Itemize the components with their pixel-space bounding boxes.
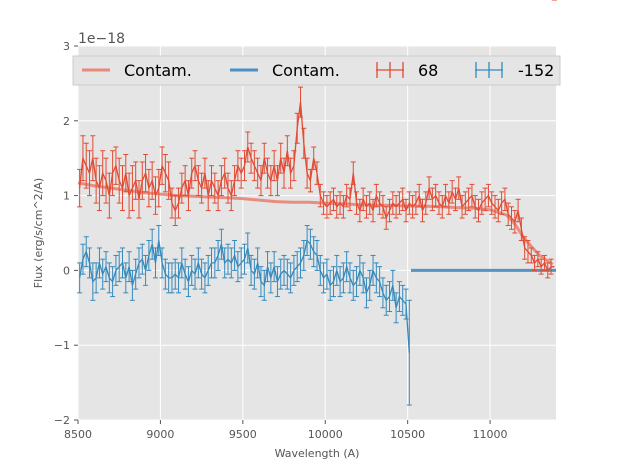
legend-label-contam-2: Contam. [272,61,340,80]
y-tick-label: −1 [54,339,70,352]
y-tick-label: 0 [63,264,70,277]
y-axis-label: Flux (erg/s/cm^2/A) [32,178,45,288]
legend-swatch-68 [376,62,404,78]
x-tick-label: 9000 [146,428,174,441]
legend: Contam. Contam. 68 -152 [72,55,561,86]
legend-label-68: 68 [418,61,438,80]
series-layer [77,0,557,406]
x-tick-label: 9500 [229,428,257,441]
legend-label-contam-1: Contam. [124,61,192,80]
x-tick-label: 11000 [473,428,508,441]
y-tick-label: 3 [63,40,70,53]
axes: 8500 9000 9500 10000 10500 11000 −2 −1 0 1 2 3 [54,40,508,441]
legend-swatch-minus-152 [475,62,503,78]
x-tick-label: 10500 [390,428,425,441]
x-axis-label: Wavelength (A) [275,447,360,460]
y-tick-label: −2 [54,414,70,427]
y-tick-label: 2 [63,115,70,128]
y-offset-label: 1e−18 [78,31,125,47]
plot-background [78,46,556,420]
series-errorbar-2 [77,0,557,279]
x-tick-label: 8500 [64,428,92,441]
series-errorbar-3 [77,225,412,406]
x-tick-label: 10000 [308,428,343,441]
legend-label-minus-152: -152 [518,61,554,80]
y-tick-label: 1 [63,190,70,203]
